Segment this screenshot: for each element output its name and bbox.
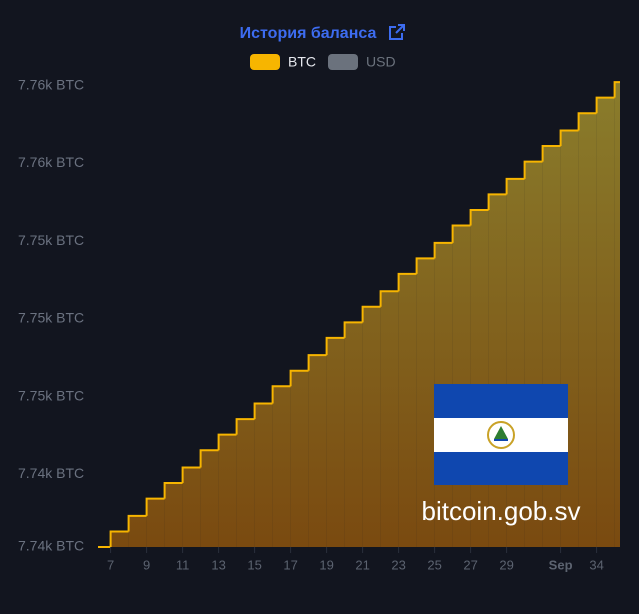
x-tick-label: 23	[391, 557, 405, 572]
area-step	[272, 386, 291, 547]
area-step	[200, 450, 219, 547]
step-line	[379, 290, 399, 307]
x-tick-label: 25	[427, 557, 441, 572]
area-step	[524, 161, 543, 547]
y-tick-label: 7.75k BTC	[18, 310, 84, 326]
step-line	[181, 466, 201, 484]
x-tick-label: 17	[283, 557, 297, 572]
area-step	[344, 322, 363, 547]
step-line	[217, 433, 237, 451]
area-step	[542, 146, 561, 548]
area-step	[488, 194, 507, 547]
chart-title[interactable]: История баланса	[240, 25, 377, 42]
y-tick-label: 7.76k BTC	[18, 154, 84, 170]
x-tick-label: Sep	[549, 557, 573, 572]
step-line	[271, 385, 291, 404]
area-step	[164, 483, 183, 547]
x-tick-label: 29	[499, 557, 513, 572]
y-tick-label: 7.76k BTC	[18, 76, 84, 92]
legend-swatch	[250, 54, 280, 70]
step-line	[199, 449, 219, 468]
y-tick-label: 7.74k BTC	[18, 538, 84, 554]
step-line	[127, 514, 147, 532]
area-step	[506, 178, 525, 547]
step-line	[505, 177, 525, 195]
step-line	[289, 369, 309, 387]
area-step	[218, 434, 237, 547]
area-step	[398, 273, 417, 547]
step-line	[433, 241, 453, 259]
step-line	[253, 402, 273, 420]
y-tick-label: 7.75k BTC	[18, 232, 84, 248]
area-step	[614, 82, 620, 547]
area-step	[128, 515, 147, 547]
legend-label[interactable]: BTC	[288, 54, 316, 70]
legend-swatch	[328, 54, 358, 70]
area-step	[110, 531, 129, 547]
x-tick-label: 11	[176, 557, 190, 572]
x-tick-label: 19	[319, 557, 333, 572]
step-line	[487, 193, 507, 210]
step-line	[397, 272, 417, 292]
step-line	[361, 305, 381, 323]
step-line	[595, 96, 615, 114]
area-step	[308, 355, 327, 547]
area-step	[578, 113, 597, 548]
area-step	[236, 419, 255, 547]
step-line	[235, 418, 255, 435]
external-link-icon[interactable]	[389, 24, 405, 40]
step-line	[451, 224, 471, 243]
area-step	[326, 337, 345, 547]
step-line	[343, 321, 363, 338]
step-line	[109, 530, 129, 547]
x-tick-label: 7	[107, 557, 114, 572]
x-tick-label: 15	[247, 557, 261, 572]
step-line	[577, 112, 597, 131]
x-tick-label: 13	[211, 557, 225, 572]
y-tick-label: 7.74k BTC	[18, 465, 84, 481]
step-line	[325, 336, 345, 356]
step-line	[415, 257, 435, 274]
area-step	[146, 498, 165, 547]
step-line	[559, 129, 579, 147]
area-step	[416, 258, 435, 547]
x-tick-label: 34	[589, 557, 603, 572]
y-tick-label: 7.75k BTC	[18, 387, 84, 403]
legend: BTC USD	[250, 54, 396, 70]
area-step	[290, 370, 309, 547]
flag	[434, 384, 568, 485]
step-line	[523, 160, 543, 179]
x-tick-label: 21	[355, 557, 369, 572]
watermark: bitcoin.gob.sv	[422, 496, 581, 526]
step-line	[469, 208, 489, 226]
area-step	[596, 97, 615, 548]
step-line	[613, 81, 620, 98]
area-step	[380, 291, 399, 547]
step-line	[145, 497, 165, 516]
x-tick-label: 27	[463, 557, 477, 572]
legend-label[interactable]: USD	[366, 54, 396, 70]
step-line	[307, 354, 327, 371]
area-step	[254, 403, 273, 547]
area-step	[182, 467, 201, 547]
area-step	[362, 306, 381, 547]
step-line	[541, 145, 561, 162]
x-tick-label: 9	[143, 557, 150, 572]
step-line	[163, 482, 183, 499]
